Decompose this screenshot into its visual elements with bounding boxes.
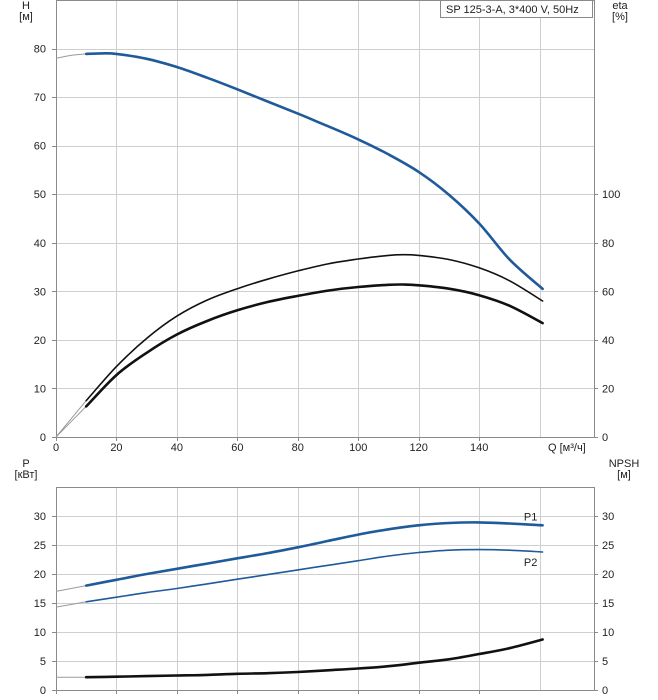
series-line bbox=[85, 253, 544, 402]
y-tick-label: 40 bbox=[34, 238, 46, 250]
y2-axis-label: NPSH [м] bbox=[609, 458, 640, 481]
y2-tick-label: 25 bbox=[602, 540, 614, 552]
x-tick-label: 40 bbox=[171, 442, 183, 454]
series-line bbox=[84, 283, 544, 408]
y-axis-label: H [м] bbox=[19, 0, 33, 23]
y-tick-label: 10 bbox=[34, 627, 46, 639]
y-tick-label: 0 bbox=[40, 685, 46, 697]
y-tick-label: 5 bbox=[40, 656, 46, 668]
x-tick-label: 0 bbox=[53, 442, 59, 454]
y-tick-label: 20 bbox=[34, 335, 46, 347]
x-tick-label: 100 bbox=[349, 442, 367, 454]
y2-tick-label: 20 bbox=[602, 383, 614, 395]
y-tick-label: 50 bbox=[34, 189, 46, 201]
y-axis-label: P [кВт] bbox=[15, 458, 38, 481]
title-box bbox=[440, 0, 593, 18]
y-tick-label: 30 bbox=[34, 286, 46, 298]
chart-title: SP 125-3-A, 3*400 V, 50Hz bbox=[446, 4, 579, 16]
curve-extension bbox=[55, 400, 87, 438]
y-tick-label: 20 bbox=[34, 569, 46, 581]
y-tick-label: 70 bbox=[34, 92, 46, 104]
series-line bbox=[84, 521, 544, 587]
y2-tick-label: 100 bbox=[602, 189, 620, 201]
curve-extension bbox=[55, 53, 87, 59]
y2-tick-label: 15 bbox=[602, 598, 614, 610]
series-label: P1 bbox=[524, 511, 537, 523]
y2-tick-label: 30 bbox=[602, 511, 614, 523]
y2-tick-label: 20 bbox=[602, 569, 614, 581]
curve-extension bbox=[55, 601, 87, 608]
y-tick-label: 10 bbox=[34, 383, 46, 395]
x-tick-label: 60 bbox=[231, 442, 243, 454]
x-tick-label: 120 bbox=[410, 442, 428, 454]
y2-tick-label: 60 bbox=[602, 286, 614, 298]
y-tick-label: 80 bbox=[34, 44, 46, 56]
curve-extension bbox=[55, 585, 87, 592]
y-tick-label: 15 bbox=[34, 598, 46, 610]
x-tick-label: 140 bbox=[470, 442, 488, 454]
x-tick-label: 20 bbox=[110, 442, 122, 454]
y2-tick-label: 0 bbox=[602, 685, 608, 697]
y2-tick-label: 10 bbox=[602, 627, 614, 639]
y2-axis-label: eta [%] bbox=[612, 0, 628, 23]
x-axis-label: Q [м³/ч] bbox=[548, 442, 586, 454]
plot-frame bbox=[56, 0, 595, 438]
y2-tick-label: 0 bbox=[602, 432, 608, 444]
y2-tick-label: 40 bbox=[602, 335, 614, 347]
y2-tick-label: 5 bbox=[602, 656, 608, 668]
y-tick-label: 60 bbox=[34, 141, 46, 153]
y-tick-label: 30 bbox=[34, 511, 46, 523]
series-line bbox=[84, 638, 544, 679]
series-line bbox=[84, 52, 544, 291]
y-tick-label: 0 bbox=[40, 432, 46, 444]
y2-tick-label: 80 bbox=[602, 238, 614, 250]
plot-frame bbox=[56, 487, 595, 691]
x-tick-label: 80 bbox=[292, 442, 304, 454]
curve-extension bbox=[55, 406, 87, 438]
series-label: P2 bbox=[524, 557, 537, 569]
series-line bbox=[85, 548, 544, 603]
y-tick-label: 25 bbox=[34, 540, 46, 552]
